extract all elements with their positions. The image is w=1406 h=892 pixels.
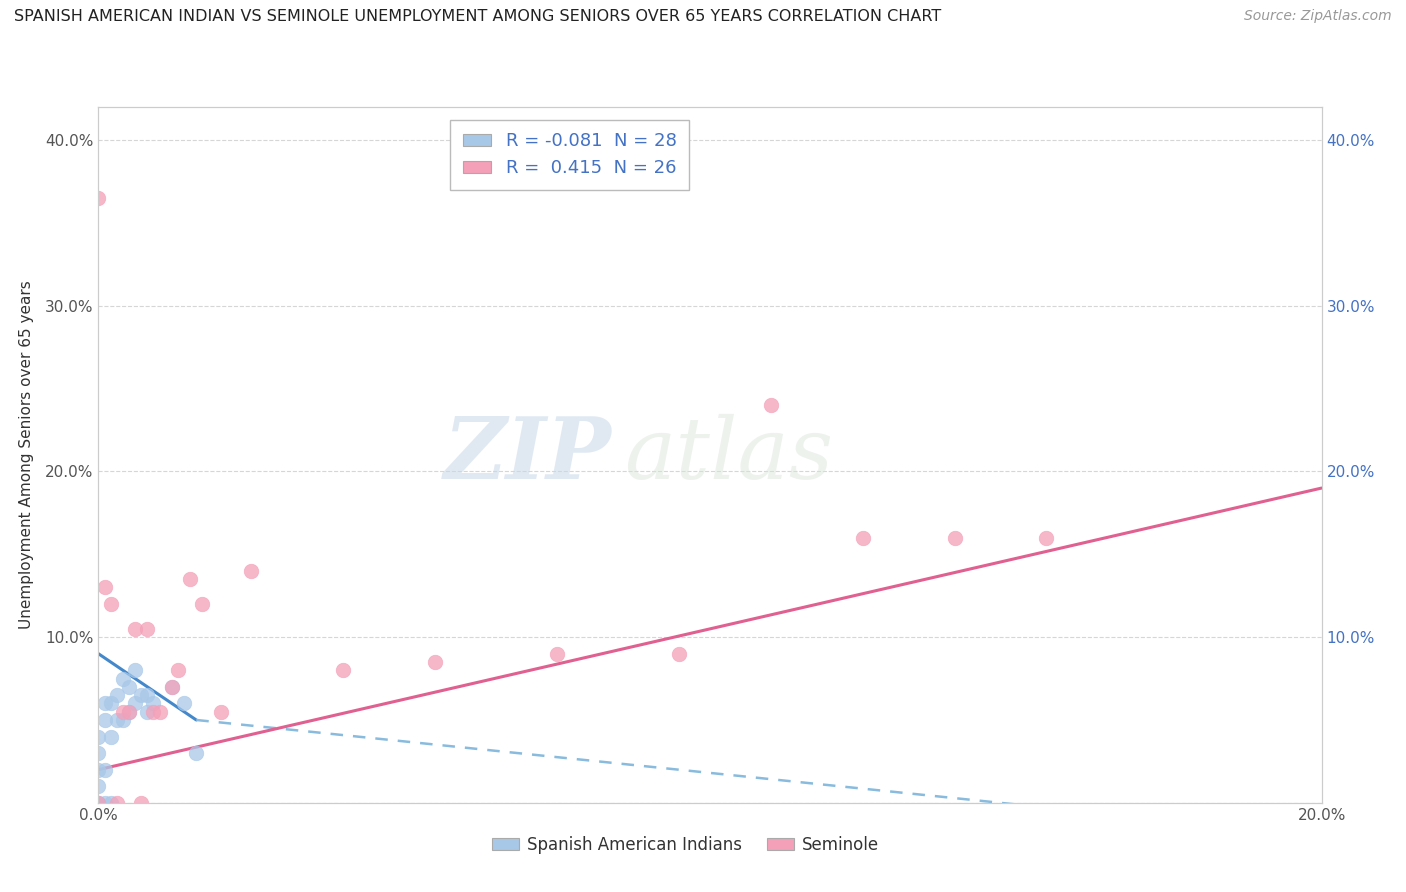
Text: Source: ZipAtlas.com: Source: ZipAtlas.com xyxy=(1244,9,1392,23)
Point xyxy=(87,796,110,810)
Point xyxy=(943,531,966,545)
Point xyxy=(105,796,128,810)
Point xyxy=(240,564,263,578)
Point xyxy=(111,705,134,719)
Point xyxy=(173,697,195,711)
Point xyxy=(191,597,214,611)
Point xyxy=(423,655,446,669)
Point xyxy=(186,746,208,760)
Point xyxy=(129,796,152,810)
Legend: Spanish American Indians, Seminole: Spanish American Indians, Seminole xyxy=(485,830,886,861)
Point xyxy=(124,697,146,711)
Point xyxy=(136,688,159,702)
Y-axis label: Unemployment Among Seniors over 65 years: Unemployment Among Seniors over 65 years xyxy=(18,281,34,629)
Point xyxy=(100,796,122,810)
Point xyxy=(136,705,159,719)
Point xyxy=(129,688,152,702)
Point xyxy=(546,647,568,661)
Point xyxy=(167,663,190,677)
Point xyxy=(332,663,354,677)
Point xyxy=(87,796,110,810)
Point xyxy=(87,763,110,777)
Point xyxy=(149,705,172,719)
Point xyxy=(179,572,201,586)
Point xyxy=(136,622,159,636)
Point xyxy=(142,697,165,711)
Point xyxy=(111,672,134,686)
Text: SPANISH AMERICAN INDIAN VS SEMINOLE UNEMPLOYMENT AMONG SENIORS OVER 65 YEARS COR: SPANISH AMERICAN INDIAN VS SEMINOLE UNEM… xyxy=(14,9,941,24)
Point xyxy=(1035,531,1057,545)
Point xyxy=(87,730,110,744)
Point xyxy=(124,622,146,636)
Point xyxy=(87,779,110,793)
Point xyxy=(105,713,128,727)
Point xyxy=(111,713,134,727)
Point xyxy=(100,697,122,711)
Point xyxy=(93,796,115,810)
Point xyxy=(160,680,183,694)
Point xyxy=(118,705,141,719)
Point xyxy=(93,763,115,777)
Point xyxy=(118,705,141,719)
Point xyxy=(118,680,141,694)
Point xyxy=(87,746,110,760)
Text: atlas: atlas xyxy=(624,414,834,496)
Point xyxy=(87,191,110,205)
Point xyxy=(105,688,128,702)
Point xyxy=(100,730,122,744)
Point xyxy=(93,697,115,711)
Point xyxy=(124,663,146,677)
Text: ZIP: ZIP xyxy=(444,413,612,497)
Point xyxy=(668,647,690,661)
Point xyxy=(100,597,122,611)
Point xyxy=(93,713,115,727)
Point xyxy=(87,796,110,810)
Point xyxy=(209,705,232,719)
Point xyxy=(93,581,115,595)
Point xyxy=(759,398,782,412)
Point xyxy=(142,705,165,719)
Point xyxy=(160,680,183,694)
Point xyxy=(852,531,875,545)
